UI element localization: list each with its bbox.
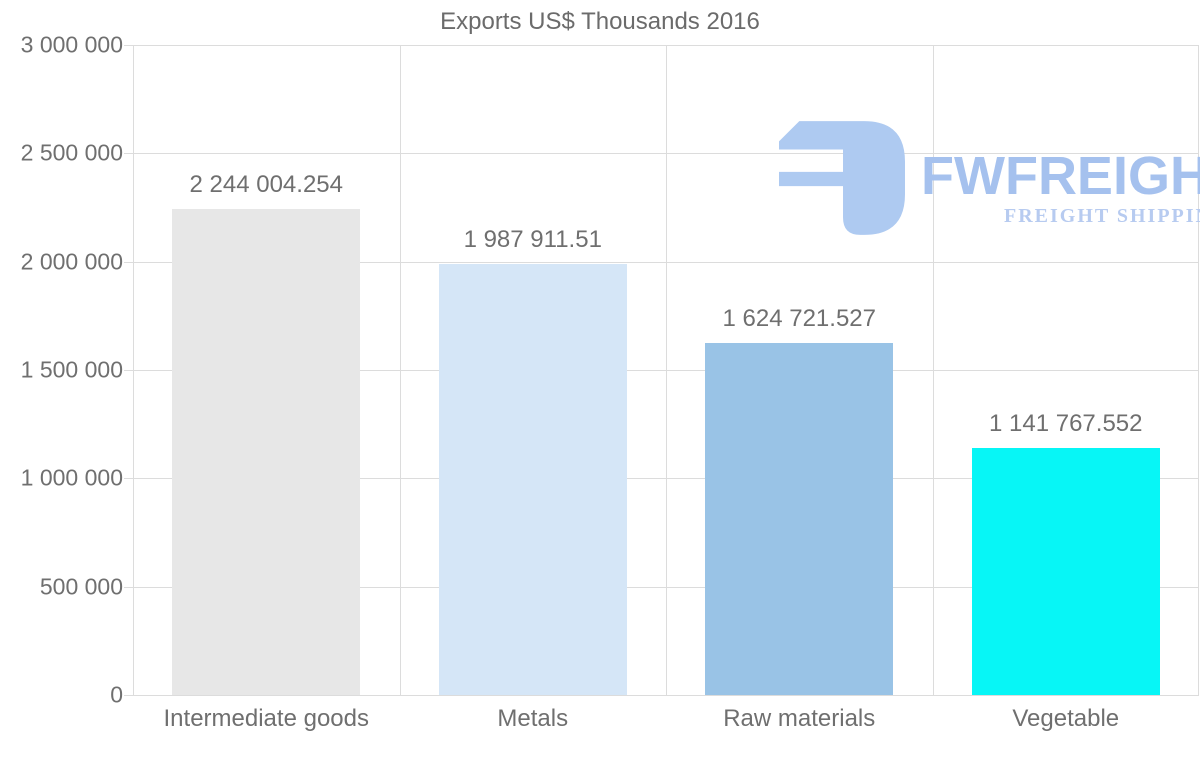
chart-title: Exports US$ Thousands 2016 xyxy=(440,8,760,35)
x-axis-category-label: Metals xyxy=(497,705,569,732)
y-axis-tick-label: 3 000 000 xyxy=(20,31,123,58)
y-axis-tick-label: 500 000 xyxy=(39,573,123,600)
gridline-horizontal xyxy=(124,370,1199,371)
fwfreight-logo-mark-icon xyxy=(779,121,905,235)
gridline-vertical xyxy=(666,45,667,695)
gridline-horizontal xyxy=(124,478,1199,480)
gridline-vertical xyxy=(133,45,134,695)
bar-value-label: 1 987 911.51 xyxy=(463,226,602,254)
bar-vegetable xyxy=(971,447,1160,695)
plot-area: FWFREIGHT FREIGHT SHIPPING 2 244 004.254… xyxy=(124,45,1200,696)
x-axis-category-label: Vegetable xyxy=(1012,705,1120,732)
bar-raw-materials xyxy=(705,342,894,695)
brand-text: FWFREIGHT xyxy=(921,146,1200,206)
bar-metals xyxy=(438,264,627,695)
bar-value-label: 2 244 004.254 xyxy=(189,170,343,198)
y-axis: 0 500 000 1 000 000 1 500 000 2 000 000 2 500… xyxy=(0,32,123,708)
y-axis-tick-label: 0 xyxy=(110,681,123,708)
bar-intermediate-goods xyxy=(172,208,361,695)
gridline-horizontal xyxy=(124,586,1199,588)
x-axis-category-label: Intermediate goods xyxy=(163,705,369,732)
y-axis-tick-label: 2 500 000 xyxy=(20,139,123,166)
y-axis-tick-label: 1 000 000 xyxy=(20,464,123,491)
grid-layer xyxy=(124,45,1199,696)
gridline-horizontal xyxy=(124,45,1199,46)
gridline-horizontal xyxy=(124,261,1199,263)
bar-layer: 2 244 004.254 1 987 911.51 1 624 721.527 1 … xyxy=(133,45,1199,695)
brand-tagline: FREIGHT SHIPPING xyxy=(1004,205,1200,227)
bar-value-label: 1 624 721.527 xyxy=(722,304,876,332)
watermark-logo: FWFREIGHT FREIGHT SHIPPING xyxy=(779,121,1200,236)
gridline-horizontal xyxy=(124,153,1199,155)
gridline-vertical xyxy=(399,45,401,695)
gridline-horizontal xyxy=(124,695,1199,696)
logo-mark-shape xyxy=(779,121,905,235)
y-axis-tick-label: 1 500 000 xyxy=(20,356,123,383)
x-axis-category-label: Raw materials xyxy=(723,705,876,732)
gridline-vertical xyxy=(1198,45,1199,695)
y-axis-tick-label: 2 000 000 xyxy=(20,248,123,275)
bar-value-label: 1 141 767.552 xyxy=(989,409,1143,437)
gridline-vertical xyxy=(932,45,934,695)
